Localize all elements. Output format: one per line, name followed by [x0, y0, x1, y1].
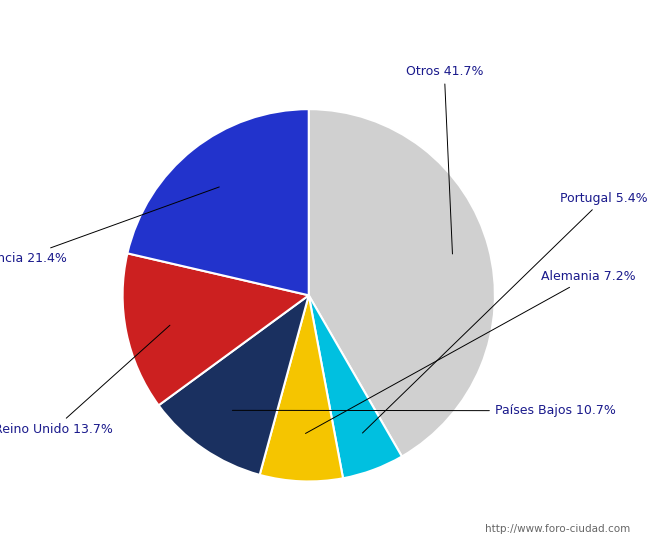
Wedge shape: [260, 295, 343, 481]
Text: http://www.foro-ciudad.com: http://www.foro-ciudad.com: [486, 524, 630, 534]
Wedge shape: [309, 295, 402, 478]
Wedge shape: [123, 254, 309, 405]
Text: Francia 21.4%: Francia 21.4%: [0, 187, 219, 265]
Text: Reino Unido 13.7%: Reino Unido 13.7%: [0, 325, 170, 436]
Wedge shape: [309, 109, 495, 456]
Text: Alemania 7.2%: Alemania 7.2%: [306, 270, 636, 433]
Wedge shape: [159, 295, 309, 475]
Text: Marchena - Turistas extranjeros según país - Agosto de 2024: Marchena - Turistas extranjeros según pa…: [64, 10, 586, 26]
Wedge shape: [127, 109, 309, 295]
Text: Otros 41.7%: Otros 41.7%: [406, 65, 483, 254]
Text: Países Bajos 10.7%: Países Bajos 10.7%: [233, 404, 616, 417]
Text: Portugal 5.4%: Portugal 5.4%: [363, 192, 647, 433]
